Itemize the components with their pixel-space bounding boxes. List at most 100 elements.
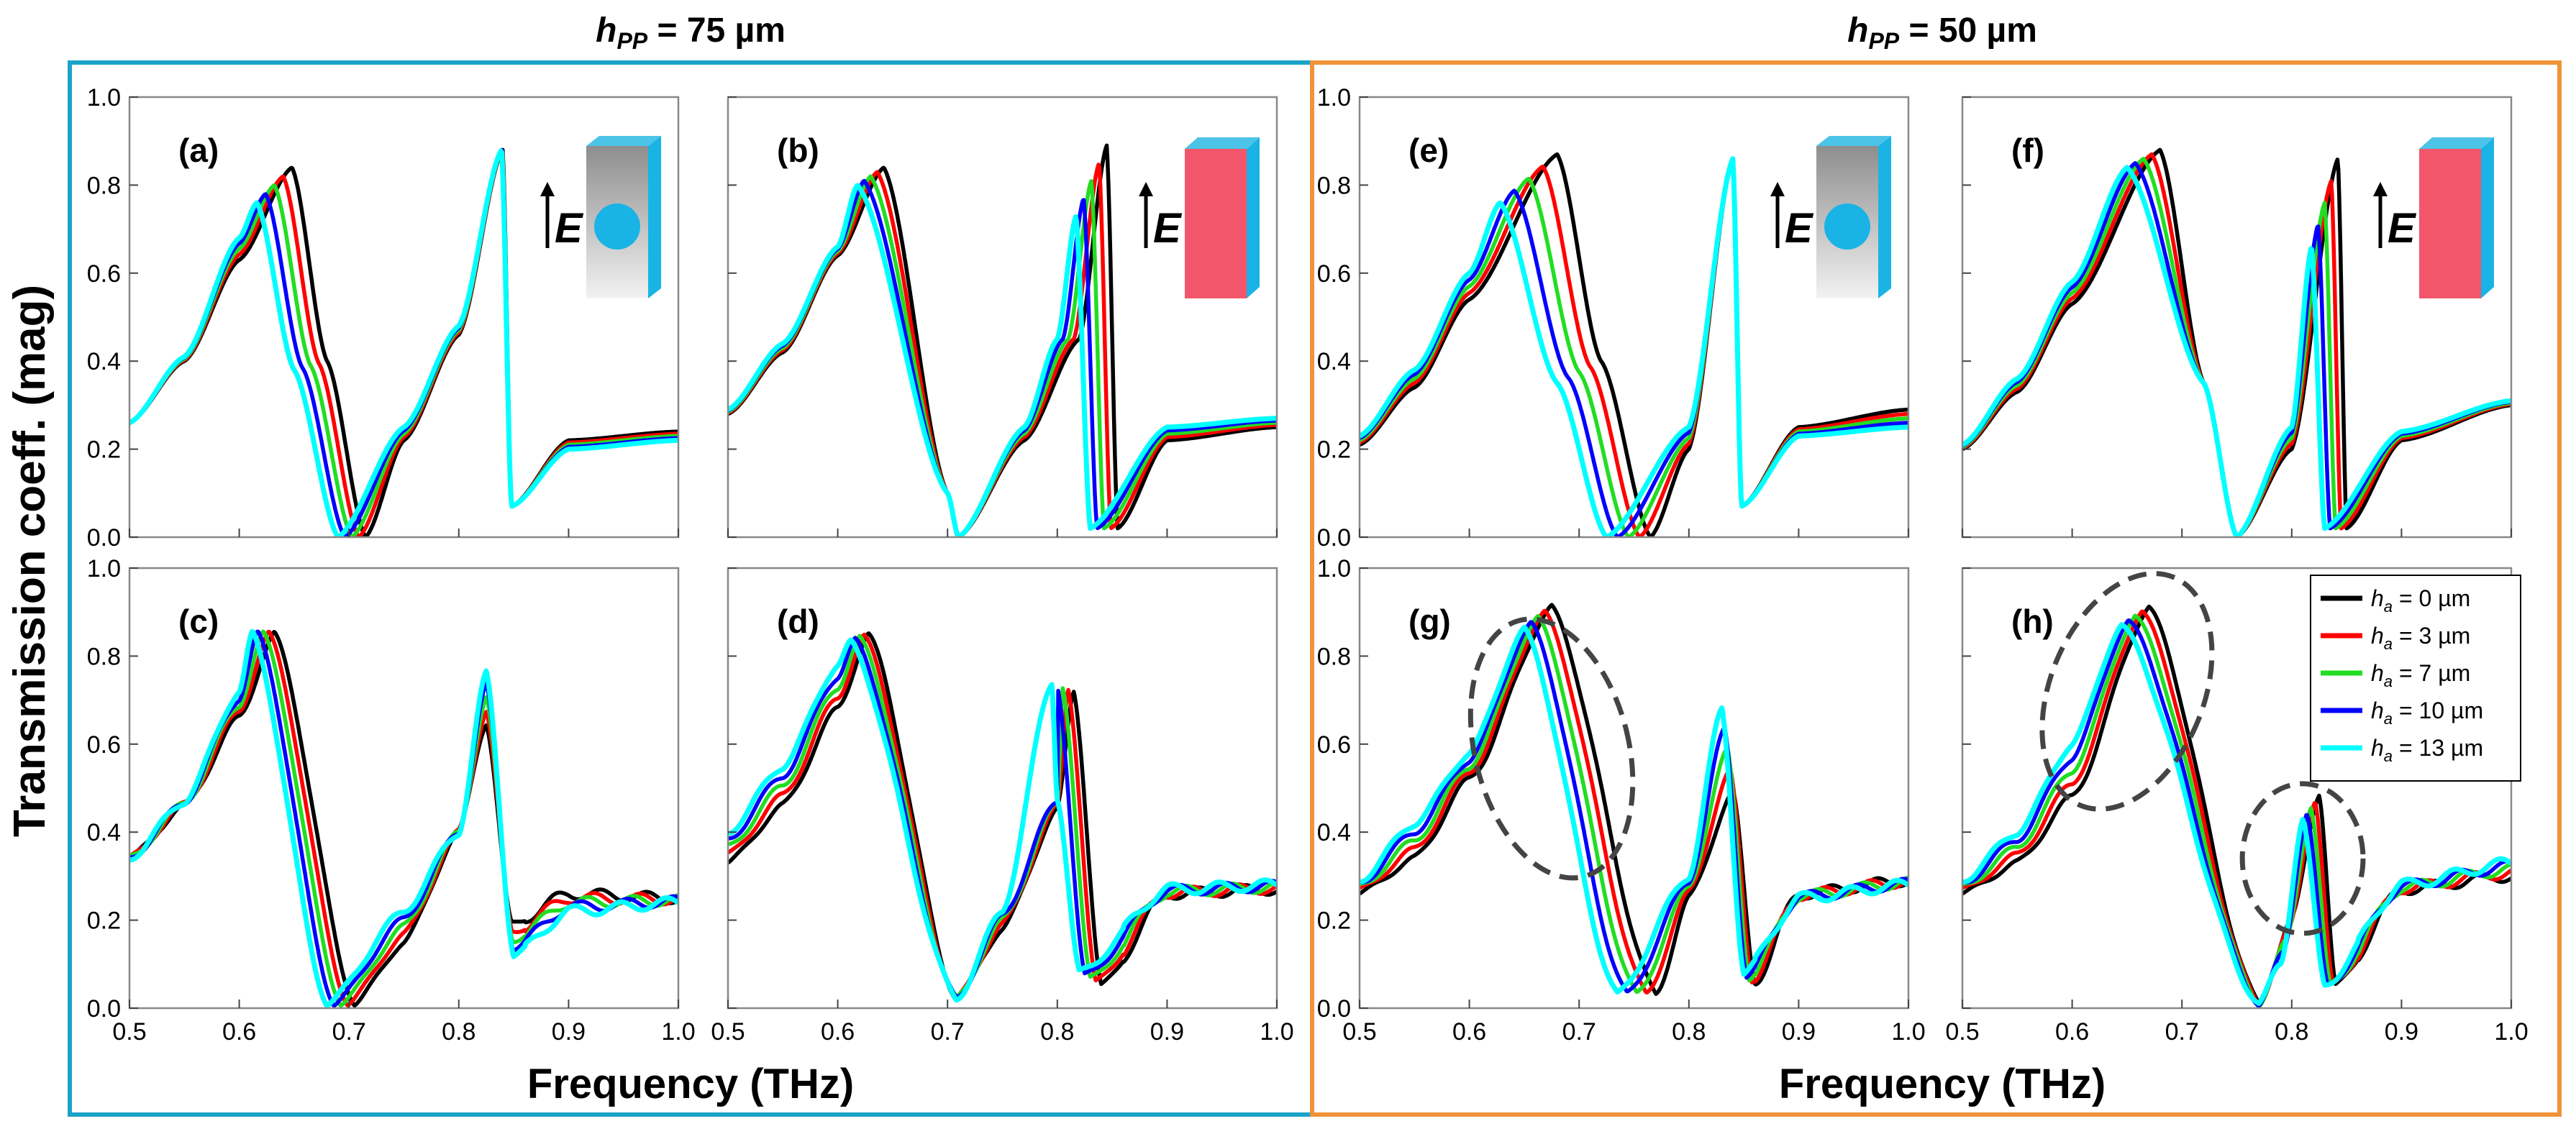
field-label-f: E — [2388, 205, 2417, 252]
series-line-a-4 — [129, 148, 678, 537]
panel-label-a: (a) — [178, 132, 219, 169]
panel-b-curves — [728, 143, 1277, 537]
panel-f-frame — [1961, 96, 2513, 539]
hole-icon-e — [1824, 204, 1870, 250]
y-tick-label-g-5: 1.0 — [1317, 555, 1351, 582]
field-label-b: E — [1153, 205, 1183, 252]
rect-aperture-icon-b — [1185, 149, 1247, 298]
series-line-e-2 — [1360, 156, 1908, 537]
x-axis-label-50um: Frequency (THz) — [1779, 1061, 2106, 1107]
series-line-c-1 — [129, 629, 678, 1007]
group-title-75um-sub: PP — [616, 28, 647, 54]
series-line-f-2 — [1962, 156, 2511, 537]
series-line-c-4 — [129, 628, 678, 1008]
group-title-50um-suffix: = 50 µm — [1899, 12, 2037, 50]
rect-aperture-icon-f — [2419, 149, 2481, 298]
x-tick-label-c-0: 0.5 — [112, 1018, 146, 1046]
highlight-ellipse-g-0 — [1467, 616, 1636, 881]
x-tick-label-c-1: 0.6 — [222, 1018, 256, 1046]
x-tick-label-c-4: 0.9 — [552, 1018, 586, 1046]
panel-g-curves — [1360, 603, 1908, 996]
inset-hole-e: E — [1770, 136, 1891, 298]
legend-label-3: ha = 10 µm — [2371, 698, 2483, 728]
x-tick-label-h-1: 0.6 — [2055, 1018, 2089, 1046]
series-line-e-1 — [1360, 156, 1908, 537]
panel-f-curves — [1962, 147, 2511, 537]
y-tick-label-g-0: 0.0 — [1317, 995, 1351, 1023]
y-tick-label-a-5: 1.0 — [87, 84, 121, 111]
y-tick-label-c-1: 0.2 — [87, 907, 121, 935]
group-title-75um-prefix: h — [596, 12, 616, 50]
panel-c-frame — [128, 567, 680, 1010]
panel-d: 0.5 0.6 0.7 0.8 0.9 1.0 (d) — [711, 567, 1294, 1046]
series-line-d-1 — [728, 632, 1277, 1000]
series-line-d-4 — [728, 637, 1277, 1003]
group-title-50um: hPP = 50 µm — [1847, 12, 2037, 54]
x-tick-label-c-5: 1.0 — [661, 1018, 695, 1046]
panel-label-g: (g) — [1408, 603, 1451, 640]
x-tick-label-g-5: 1.0 — [1891, 1018, 1925, 1046]
x-tick-label-d-5: 1.0 — [1260, 1018, 1293, 1046]
x-tick-label-g-4: 0.9 — [1782, 1018, 1816, 1046]
legend-label-4: ha = 13 µm — [2371, 735, 2483, 765]
panels: 0.00.20.40.60.81.0(a)E(b)E0.00.20.40.60.… — [87, 84, 2529, 1046]
hole-icon-a — [594, 204, 640, 250]
y-tick-label-a-0: 0.0 — [87, 524, 121, 552]
x-tick-label-g-0: 0.5 — [1342, 1018, 1376, 1046]
panel-g: 0.0 0.2 0.4 0.6 0.8 1.0 0.5 0.6 0.7 0.8 0.9 1.0 (g) — [1317, 555, 1926, 1046]
y-tick-label-e-5: 1.0 — [1317, 84, 1351, 111]
panel-label-e: (e) — [1408, 132, 1449, 169]
x-tick-label-d-0: 0.5 — [711, 1018, 745, 1046]
legend-label-2: ha = 7 µm — [2371, 660, 2470, 690]
panel-a-frame — [128, 96, 680, 539]
panel-label-d: (d) — [777, 603, 819, 640]
panel-g-frame — [1358, 567, 1910, 1010]
panel-a-curves — [129, 147, 678, 537]
inset-hole-a: E — [540, 136, 661, 298]
panel-b-frame — [727, 96, 1278, 539]
highlight-ellipse-h-1 — [2239, 781, 2366, 936]
panel-label-f: (f) — [2011, 132, 2044, 169]
series-line-f-0 — [1962, 147, 2511, 537]
x-tick-label-d-3: 0.8 — [1040, 1018, 1074, 1046]
y-tick-label-a-4: 0.8 — [87, 172, 121, 199]
y-tick-label-g-4: 0.8 — [1317, 643, 1351, 670]
x-tick-label-g-2: 0.7 — [1562, 1018, 1596, 1046]
x-tick-label-g-3: 0.8 — [1672, 1018, 1706, 1046]
series-line-g-4 — [1360, 624, 1908, 995]
field-arrow-icon-b — [1139, 182, 1153, 196]
panel-h-frame — [1961, 567, 2513, 1010]
panel-h: 0.5 0.6 0.7 0.8 0.9 1.0 (h) — [1945, 567, 2529, 1046]
y-tick-label-e-0: 0.0 — [1317, 524, 1351, 552]
x-tick-label-c-3: 0.8 — [442, 1018, 475, 1046]
field-arrow-icon-a — [540, 182, 555, 196]
series-line-h-4 — [1962, 622, 2511, 1006]
y-tick-label-e-4: 0.8 — [1317, 172, 1351, 199]
panel-f: (f) E — [1961, 96, 2513, 539]
x-tick-label-c-2: 0.7 — [332, 1018, 366, 1046]
y-tick-label-e-1: 0.2 — [1317, 436, 1351, 464]
field-arrow-icon-f — [2373, 182, 2388, 196]
x-tick-label-d-1: 0.6 — [821, 1018, 855, 1046]
x-tick-label-h-0: 0.5 — [1945, 1018, 1979, 1046]
panel-e-frame — [1358, 96, 1910, 539]
y-tick-label-e-2: 0.4 — [1317, 348, 1351, 375]
highlight-ellipse-h-0 — [2039, 571, 2215, 812]
field-arrow-icon-e — [1770, 182, 1785, 196]
series-line-c-0 — [129, 630, 678, 1008]
series-line-g-3 — [1360, 620, 1908, 994]
x-tick-label-d-2: 0.7 — [931, 1018, 965, 1046]
x-tick-label-h-2: 0.7 — [2165, 1018, 2199, 1046]
legend-label-0: ha = 0 µm — [2371, 585, 2470, 616]
series-line-d-3 — [728, 636, 1277, 1000]
y-tick-label-c-0: 0.0 — [87, 995, 121, 1023]
y-tick-label-e-3: 0.6 — [1317, 260, 1351, 288]
inset-rect-f: E — [2373, 137, 2494, 298]
x-tick-label-h-3: 0.8 — [2275, 1018, 2308, 1046]
panel-label-b: (b) — [777, 132, 819, 169]
group-title-50um-prefix: h — [1847, 12, 1868, 50]
series-line-d-2 — [728, 634, 1277, 998]
series-line-e-4 — [1360, 156, 1908, 537]
y-tick-label-c-4: 0.8 — [87, 643, 121, 670]
